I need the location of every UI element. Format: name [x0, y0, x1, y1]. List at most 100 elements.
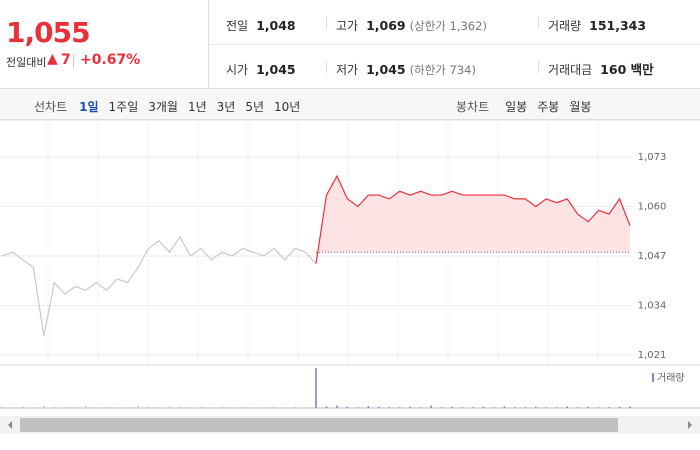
volume-bar: [74, 406, 77, 408]
stat: 전일 1,048: [226, 15, 300, 34]
stat-note: (상한가 1,362): [409, 19, 487, 33]
volume-legend-swatch: [652, 373, 654, 382]
volume-bar: [430, 405, 432, 408]
change: 7: [61, 52, 71, 68]
stat: 저가 1,045 (하한가 734): [336, 59, 476, 78]
volume-bar: [524, 407, 527, 408]
volume-bar: [147, 406, 150, 408]
volume-bar: [409, 406, 411, 408]
volume-bar: [283, 407, 286, 408]
row-divider: [209, 44, 700, 45]
volume-bar: [325, 406, 328, 408]
stat: 고가 1,069 (상한가 1,362): [336, 15, 487, 34]
price-box: 1,055 전일대비 ▲ 7 +0.67%: [0, 0, 209, 88]
volume-bar: [472, 407, 474, 408]
stat-label: 시가: [226, 63, 249, 77]
volume-bar: [95, 407, 97, 408]
volume-bar: [555, 407, 558, 408]
volume-bar: [294, 406, 296, 408]
volume-bar: [126, 407, 129, 408]
volume-bar: [1, 406, 3, 408]
volume-bar: [388, 407, 391, 408]
volume-bar: [566, 406, 568, 408]
volume-bar: [597, 407, 600, 408]
price-line: [1, 235, 317, 337]
candle-tabs: 봉차트 일봉 주봉 월봉: [456, 96, 601, 115]
volume-bar: [262, 407, 265, 408]
stat-value: 151,343: [589, 18, 647, 33]
volume-bar: [116, 407, 118, 408]
volume-bar: [179, 406, 181, 408]
volume-legend: 거래량: [657, 372, 685, 384]
volume-bar: [493, 407, 495, 408]
volume-bar: [32, 407, 35, 408]
stat-label: 전일: [226, 19, 249, 33]
divider: [73, 54, 74, 68]
volume-bar: [378, 406, 380, 408]
stat-label: 거래대금: [548, 63, 593, 77]
volume-bar: [241, 406, 244, 408]
scroll-left[interactable]: [8, 421, 12, 429]
period-tab[interactable]: 3년: [216, 100, 236, 114]
candle-tab[interactable]: 월봉: [569, 100, 592, 114]
stat-label: 저가: [336, 63, 359, 77]
volume-bar: [367, 406, 370, 408]
period-tab[interactable]: 10년: [274, 100, 301, 114]
area: [316, 176, 630, 264]
volume-bar: [64, 407, 66, 408]
y-tick-label: 1,073: [638, 152, 667, 163]
volume-bar: [419, 407, 422, 408]
volume-bar: [221, 406, 223, 408]
divider: [326, 17, 327, 29]
volume-bar: [587, 406, 589, 408]
volume-bar: [461, 407, 464, 408]
stat-label: 고가: [336, 19, 359, 33]
stat: 시가 1,045: [226, 59, 300, 78]
y-tick-label: 1,034: [638, 301, 667, 312]
scrollbar-thumb[interactable]: [20, 418, 618, 432]
volume-bar: [608, 407, 610, 408]
volume-bar: [210, 407, 213, 408]
y-tick-label: 1,060: [638, 202, 667, 213]
tab-group-label: 봉차트: [456, 100, 490, 114]
change-pct: +0.67%: [80, 52, 141, 68]
stat: 거래대금 160 백만: [548, 59, 658, 78]
period-tab[interactable]: 1주일: [108, 100, 139, 114]
volume-bar: [53, 406, 56, 408]
divider: [538, 61, 539, 73]
volume-bar: [252, 407, 254, 408]
stat-label: 거래량: [548, 19, 582, 33]
price: 1,055: [6, 16, 91, 49]
tab-bar: 선차트 1일 1주일 3개월 1년 3년 5년 10년 봉차트 일봉 주봉 월봉: [0, 89, 700, 120]
volume-bar: [618, 406, 621, 408]
volume-bar: [200, 406, 202, 408]
volume-bar: [398, 407, 401, 408]
volume-bar: [535, 406, 537, 408]
period-tab[interactable]: 1년: [187, 100, 207, 114]
divider: [538, 17, 539, 29]
volume-bar: [440, 407, 443, 408]
period-tab[interactable]: 5년: [245, 100, 265, 114]
quote-header: 1,055 전일대비 ▲ 7 +0.67% 전일 1,048 고가 1,069 (상한가…: [0, 0, 700, 89]
candle-tab[interactable]: 주봉: [537, 100, 560, 114]
volume-bar: [545, 407, 548, 408]
period-tab[interactable]: 1일: [79, 100, 99, 114]
stat-value: 1,045: [366, 62, 406, 77]
scroll-right[interactable]: [688, 421, 692, 429]
volume-bar: [482, 406, 485, 408]
volume-bar: [84, 406, 87, 408]
volume-bar: [514, 407, 516, 408]
volume-bar: [168, 406, 171, 408]
up-icon: ▲: [47, 51, 58, 67]
volume-bar: [231, 407, 234, 408]
volume-bar: [137, 405, 139, 408]
volume-bar: [273, 406, 275, 408]
period-tab[interactable]: 3개월: [148, 100, 178, 114]
stat-value: 1,069: [366, 18, 406, 33]
volume-bar: [503, 406, 506, 408]
stat-value: 160 백만: [600, 62, 654, 77]
candle-tab[interactable]: 일봉: [505, 100, 528, 114]
volume-bar: [22, 406, 24, 408]
volume-bar: [158, 407, 160, 408]
